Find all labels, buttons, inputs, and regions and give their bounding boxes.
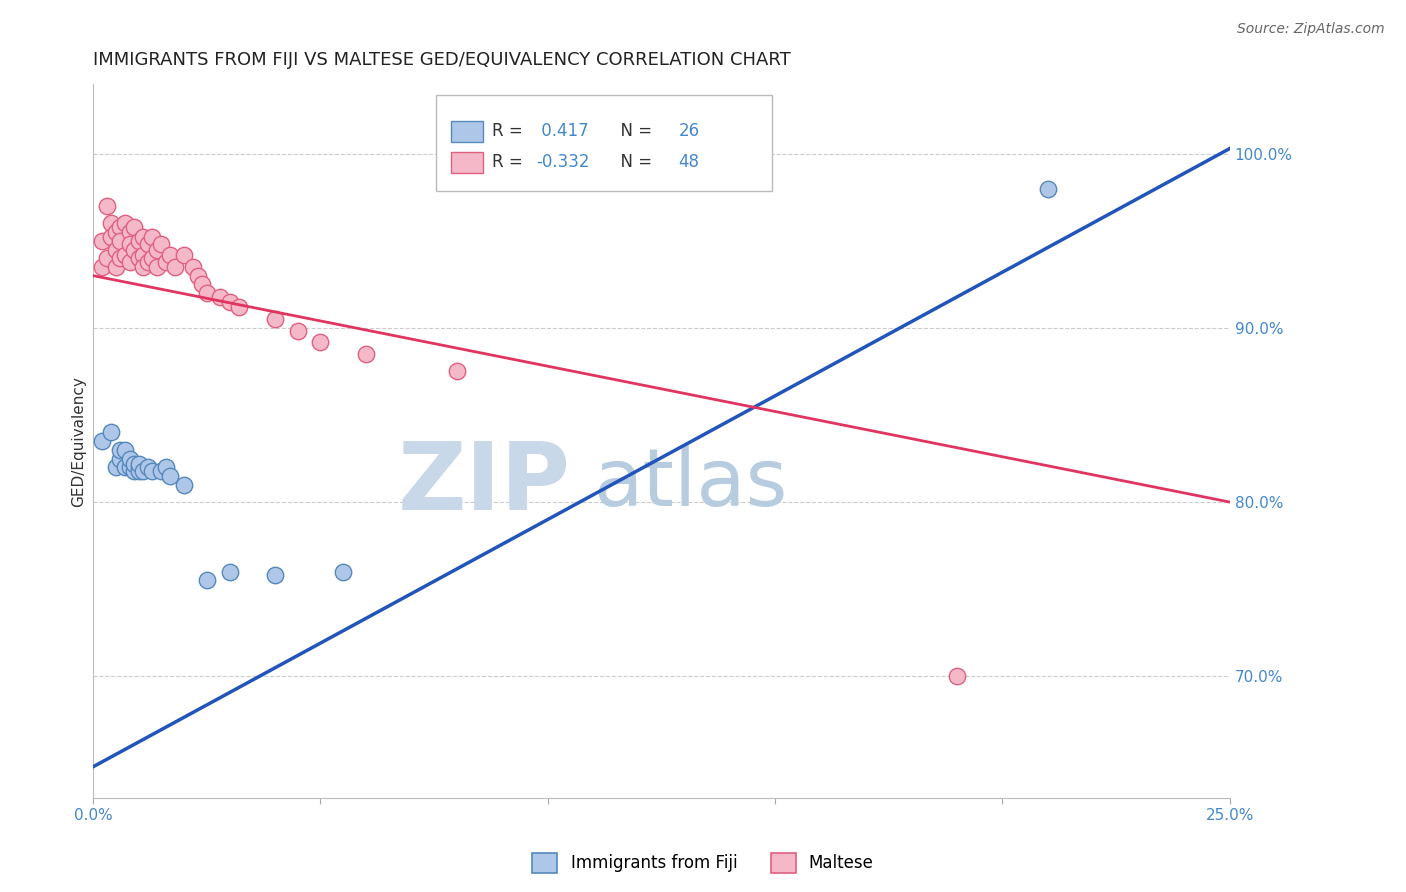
FancyBboxPatch shape xyxy=(436,95,772,191)
Point xyxy=(309,334,332,349)
Point xyxy=(150,464,173,478)
Point xyxy=(104,243,127,257)
Point xyxy=(187,268,209,283)
Point xyxy=(114,442,136,457)
Point xyxy=(118,451,141,466)
Point xyxy=(110,442,132,457)
Point xyxy=(132,260,155,274)
Point xyxy=(264,568,287,582)
Point xyxy=(209,289,232,303)
Point xyxy=(122,464,145,478)
Text: atlas: atlas xyxy=(593,445,787,523)
Text: ZIP: ZIP xyxy=(398,438,571,530)
Point xyxy=(191,277,214,292)
Point xyxy=(155,254,177,268)
Point xyxy=(118,254,141,268)
Text: 48: 48 xyxy=(679,153,700,171)
Point xyxy=(946,669,969,683)
Point xyxy=(96,199,118,213)
Point xyxy=(354,347,377,361)
Point xyxy=(104,225,127,239)
Point xyxy=(132,464,155,478)
Point xyxy=(110,219,132,234)
Point xyxy=(114,216,136,230)
Point xyxy=(264,312,287,326)
Point xyxy=(118,225,141,239)
Text: Source: ZipAtlas.com: Source: ZipAtlas.com xyxy=(1237,22,1385,37)
Legend: Immigrants from Fiji, Maltese: Immigrants from Fiji, Maltese xyxy=(526,847,880,880)
Text: N =: N = xyxy=(610,121,658,139)
Point xyxy=(195,286,218,301)
Point xyxy=(218,294,240,309)
Point xyxy=(150,237,173,252)
Point xyxy=(104,260,127,274)
Point xyxy=(132,248,155,262)
Point xyxy=(100,216,122,230)
Text: R =: R = xyxy=(492,121,529,139)
Point xyxy=(104,460,127,475)
FancyBboxPatch shape xyxy=(451,152,484,173)
Point xyxy=(159,469,181,483)
Point xyxy=(173,477,195,491)
Point xyxy=(146,243,169,257)
Point xyxy=(173,248,195,262)
Point xyxy=(118,460,141,475)
Point xyxy=(132,230,155,244)
Text: 0.417: 0.417 xyxy=(537,121,589,139)
Point xyxy=(100,230,122,244)
Point xyxy=(110,252,132,266)
Point xyxy=(287,325,309,339)
Point xyxy=(110,451,132,466)
Point xyxy=(228,300,250,314)
Text: R =: R = xyxy=(492,153,529,171)
Point xyxy=(1036,181,1059,195)
Point xyxy=(446,364,468,378)
Point xyxy=(332,565,354,579)
Text: N =: N = xyxy=(610,153,658,171)
Point xyxy=(181,260,204,274)
Point xyxy=(218,565,240,579)
Point xyxy=(91,260,114,274)
Point xyxy=(141,464,163,478)
Y-axis label: GED/Equivalency: GED/Equivalency xyxy=(72,376,86,507)
Point xyxy=(136,460,159,475)
Point xyxy=(100,425,122,440)
FancyBboxPatch shape xyxy=(451,120,484,142)
Point xyxy=(159,248,181,262)
Point xyxy=(136,237,159,252)
Point xyxy=(146,260,169,274)
Point xyxy=(163,260,186,274)
Point xyxy=(195,574,218,588)
Point xyxy=(114,248,136,262)
Text: -0.332: -0.332 xyxy=(537,153,591,171)
Point xyxy=(118,237,141,252)
Point xyxy=(141,252,163,266)
Point xyxy=(128,457,150,471)
Point xyxy=(128,234,150,248)
Point xyxy=(122,243,145,257)
Point xyxy=(141,230,163,244)
Text: IMMIGRANTS FROM FIJI VS MALTESE GED/EQUIVALENCY CORRELATION CHART: IMMIGRANTS FROM FIJI VS MALTESE GED/EQUI… xyxy=(93,51,792,69)
Point xyxy=(128,460,150,475)
Point xyxy=(128,252,150,266)
Point xyxy=(136,254,159,268)
Point xyxy=(155,460,177,475)
Point xyxy=(110,234,132,248)
Point xyxy=(122,219,145,234)
Point xyxy=(91,234,114,248)
Point xyxy=(114,460,136,475)
Point xyxy=(122,457,145,471)
Point xyxy=(96,252,118,266)
Point xyxy=(128,464,150,478)
Point xyxy=(91,434,114,448)
Text: 26: 26 xyxy=(679,121,700,139)
